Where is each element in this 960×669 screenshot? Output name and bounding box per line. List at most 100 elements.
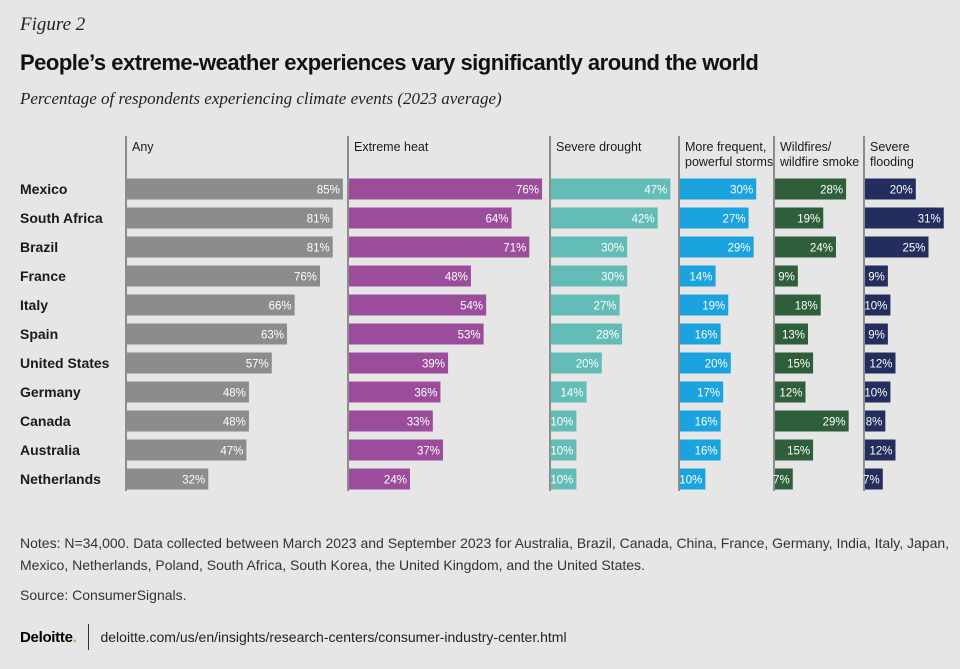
- bar-value-label: 24%: [384, 475, 407, 487]
- bar-value-label: 12%: [869, 359, 892, 371]
- bar: [865, 178, 916, 200]
- series-label: Severe drought: [556, 140, 642, 154]
- bar: [127, 352, 272, 374]
- bar: [551, 439, 577, 461]
- bar-value-label: 8%: [866, 417, 883, 429]
- bar-value-label: 12%: [869, 446, 892, 458]
- series-label: Any: [132, 140, 154, 154]
- chart-title: People’s extreme-weather experiences var…: [20, 50, 759, 75]
- bar-value-label: 53%: [458, 330, 481, 342]
- bar: [349, 468, 410, 490]
- bar-value-label: 20%: [890, 185, 913, 197]
- bar: [551, 352, 602, 374]
- bar: [865, 265, 888, 287]
- bar: [865, 323, 888, 345]
- bar: [127, 323, 288, 345]
- bar-value-label: 16%: [695, 417, 718, 429]
- bar: [551, 323, 623, 345]
- category-label: Mexico: [20, 181, 67, 197]
- bar: [349, 178, 543, 200]
- bar-value-label: 32%: [182, 475, 205, 487]
- category-label: Canada: [20, 413, 71, 429]
- bar-value-label: 14%: [690, 272, 713, 284]
- bar-value-label: 13%: [782, 330, 805, 342]
- bar: [865, 381, 891, 403]
- bar: [551, 236, 628, 258]
- bar-value-label: 76%: [294, 272, 317, 284]
- bar-value-label: 16%: [695, 446, 718, 458]
- bar-value-label: 39%: [422, 359, 445, 371]
- bar: [680, 468, 706, 490]
- bar: [775, 468, 793, 490]
- bar-value-label: 7%: [773, 475, 790, 487]
- bar: [680, 207, 749, 229]
- bar: [775, 265, 798, 287]
- bar: [775, 207, 824, 229]
- bar: [680, 178, 757, 200]
- chart-subtitle: Percentage of respondents experiencing c…: [20, 89, 502, 108]
- bar: [865, 236, 929, 258]
- bar-value-label: 27%: [594, 301, 617, 313]
- bar: [349, 265, 471, 287]
- bar: [775, 410, 849, 432]
- bar: [551, 381, 587, 403]
- category-label: Australia: [20, 442, 80, 458]
- footer-divider: [88, 624, 90, 650]
- bar-value-label: 47%: [644, 185, 667, 197]
- bar-value-label: 54%: [460, 301, 483, 313]
- bar: [349, 381, 441, 403]
- bar-value-label: 48%: [223, 388, 246, 400]
- bar: [127, 294, 295, 316]
- bar-value-label: 27%: [723, 214, 746, 226]
- bar: [127, 468, 209, 490]
- bar: [127, 410, 249, 432]
- bar-value-label: 37%: [417, 446, 440, 458]
- bar-value-label: 33%: [407, 417, 430, 429]
- bar: [127, 439, 247, 461]
- bar-value-label: 64%: [486, 214, 509, 226]
- notes-text: Notes: N=34,000. Data collected between …: [20, 535, 950, 573]
- bar: [680, 410, 721, 432]
- category-label: South Africa: [20, 210, 103, 226]
- bar: [551, 410, 577, 432]
- bar-value-label: 10%: [864, 301, 887, 313]
- bar: [349, 410, 433, 432]
- bar: [680, 265, 716, 287]
- bar: [865, 468, 883, 490]
- bar-value-label: 71%: [503, 243, 526, 255]
- bar: [865, 439, 896, 461]
- bar-value-label: 66%: [269, 301, 292, 313]
- series-label: Severe flooding: [870, 140, 914, 169]
- bar-value-label: 10%: [679, 475, 702, 487]
- bar-value-label: 20%: [576, 359, 599, 371]
- series-label: More frequent, powerful storms: [685, 140, 773, 169]
- bar: [865, 352, 896, 374]
- bar-value-label: 29%: [823, 417, 846, 429]
- bar: [680, 439, 721, 461]
- bar-value-label: 19%: [797, 214, 820, 226]
- bar-value-label: 20%: [705, 359, 728, 371]
- bar-value-label: 47%: [220, 446, 243, 458]
- bar: [551, 468, 577, 490]
- series-label: Wildfires/wildfire smoke: [779, 140, 859, 169]
- bar: [551, 294, 620, 316]
- bar-value-label: 15%: [787, 359, 810, 371]
- bar-value-label: 30%: [730, 185, 753, 197]
- bar-value-label: 29%: [728, 243, 751, 255]
- bar: [775, 323, 809, 345]
- bar: [680, 236, 754, 258]
- bar-value-label: 9%: [868, 330, 885, 342]
- bar-value-label: 9%: [778, 272, 795, 284]
- bar-value-label: 14%: [561, 388, 584, 400]
- bar-value-label: 48%: [445, 272, 468, 284]
- bar-value-label: 12%: [779, 388, 802, 400]
- bar-value-label: 42%: [632, 214, 655, 226]
- bar: [680, 381, 724, 403]
- bar-value-label: 76%: [516, 185, 539, 197]
- bar: [551, 178, 671, 200]
- bar-value-label: 10%: [550, 475, 573, 487]
- bar-value-label: 63%: [261, 330, 284, 342]
- bar: [775, 294, 821, 316]
- bar: [775, 352, 814, 374]
- bar: [127, 265, 321, 287]
